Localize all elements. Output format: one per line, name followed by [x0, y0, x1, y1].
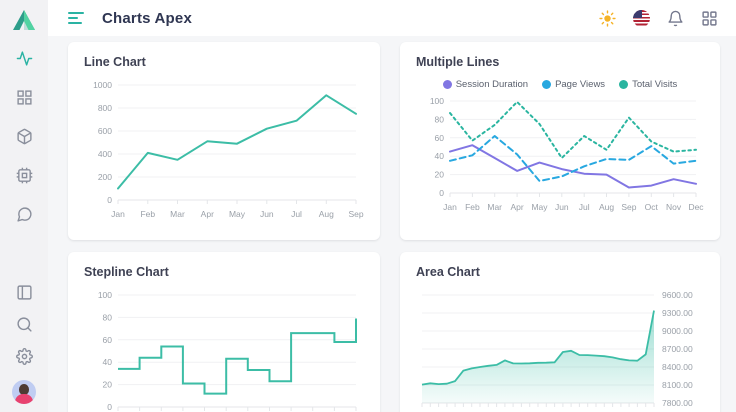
svg-text:Nov: Nov	[666, 202, 682, 212]
svg-text:Sep: Sep	[621, 202, 636, 212]
svg-text:60: 60	[103, 335, 113, 345]
svg-text:Mar: Mar	[170, 209, 185, 219]
legend-label: Session Duration	[455, 78, 529, 90]
card-stepline-chart: Stepline Chart 0 20 40 60 80 100	[68, 252, 380, 412]
legend-item[interactable]: Session Duration	[442, 78, 529, 90]
grid-icon[interactable]	[16, 89, 33, 106]
us-flag-icon[interactable]	[633, 9, 650, 27]
svg-text:Jul: Jul	[291, 209, 302, 219]
page-title: Charts Apex	[102, 9, 193, 27]
brand-logo-icon[interactable]	[11, 8, 37, 32]
svg-text:1000: 1000	[93, 80, 112, 90]
multiple-lines-chart[interactable]: 0 20 40 60 80 100 Jan Feb Mar Apr May Jun Jul Aug Sep O…	[416, 93, 704, 215]
svg-text:7800.00: 7800.00	[662, 398, 693, 408]
legend-item[interactable]: Page Views	[542, 79, 605, 90]
svg-text:0: 0	[107, 195, 112, 205]
charts-grid: Line Chart 0 200 400 600 800 1000 Jan Feb Mar Apr…	[48, 36, 736, 412]
svg-text:Apr: Apr	[201, 209, 214, 219]
svg-text:40: 40	[103, 357, 113, 367]
card-multiple-lines: Multiple Lines Session Duration Page View…	[400, 42, 720, 240]
svg-text:8100.00: 8100.00	[662, 380, 693, 390]
card-title: Multiple Lines	[416, 55, 500, 69]
svg-text:20: 20	[103, 380, 113, 390]
card-line-chart: Line Chart 0 200 400 600 800 1000 Jan Feb Mar Apr…	[68, 42, 380, 240]
legend-item[interactable]: Total Visits	[619, 79, 677, 90]
user-avatar[interactable]	[12, 380, 36, 404]
svg-text:Dec: Dec	[688, 202, 704, 212]
svg-text:800: 800	[98, 103, 112, 113]
stepline-chart[interactable]: 0 20 40 60 80 100	[84, 287, 364, 412]
svg-text:100: 100	[430, 96, 444, 106]
chat-icon[interactable]	[16, 206, 33, 223]
svg-text:8700.00: 8700.00	[662, 344, 693, 354]
svg-text:400: 400	[98, 149, 112, 159]
svg-text:Sep: Sep	[348, 209, 363, 219]
legend-dot-icon	[442, 79, 452, 89]
svg-text:60: 60	[435, 133, 445, 143]
cpu-icon[interactable]	[16, 167, 33, 184]
area-chart[interactable]: 7800.00 8100.00 8400.00 8700.00 9000.00 9300.…	[416, 287, 704, 412]
card-title: Stepline Chart	[84, 265, 169, 279]
svg-text:Feb: Feb	[465, 202, 480, 212]
legend-label: Total Visits	[632, 78, 678, 90]
svg-text:80: 80	[435, 114, 445, 124]
legend-dot-icon	[619, 79, 629, 89]
menu-toggle-icon[interactable]	[68, 12, 84, 24]
svg-text:9000.00: 9000.00	[662, 326, 693, 336]
bell-icon[interactable]	[667, 10, 684, 27]
svg-text:9300.00: 9300.00	[662, 308, 693, 318]
settings-icon[interactable]	[15, 348, 33, 365]
svg-text:Mar: Mar	[487, 202, 502, 212]
svg-text:80: 80	[103, 312, 113, 322]
svg-text:600: 600	[98, 126, 112, 136]
svg-text:200: 200	[98, 172, 112, 182]
svg-text:Jan: Jan	[443, 202, 457, 212]
sidebar	[0, 0, 48, 412]
svg-text:Jan: Jan	[111, 209, 125, 219]
main-area: Charts Apex Line Chart 0 200 400 600 800 1000…	[48, 0, 736, 412]
legend-label: Page Views	[555, 78, 606, 90]
activity-icon[interactable]	[16, 50, 33, 67]
chart-legend: Session Duration Page Views Total Visits	[416, 77, 704, 91]
svg-text:Jun: Jun	[260, 209, 274, 219]
svg-text:20: 20	[435, 170, 445, 180]
svg-text:100: 100	[98, 290, 112, 300]
svg-text:May: May	[229, 209, 246, 219]
sun-icon[interactable]	[599, 9, 616, 27]
svg-text:Feb: Feb	[140, 209, 155, 219]
legend-dot-icon	[542, 79, 552, 89]
svg-text:Aug: Aug	[319, 209, 334, 219]
header-actions	[599, 9, 718, 27]
svg-text:Jun: Jun	[555, 202, 569, 212]
svg-text:Aug: Aug	[599, 202, 614, 212]
sidebar-nav-bottom	[12, 284, 36, 404]
box-icon[interactable]	[16, 128, 33, 145]
svg-text:9600.00: 9600.00	[662, 290, 693, 300]
layout-icon[interactable]	[16, 284, 33, 301]
svg-text:Jul: Jul	[579, 202, 590, 212]
svg-text:0: 0	[107, 402, 112, 412]
sidebar-nav-top	[16, 50, 33, 223]
card-title: Line Chart	[84, 55, 146, 69]
svg-text:40: 40	[435, 151, 445, 161]
apps-grid-icon[interactable]	[701, 10, 718, 27]
search-icon[interactable]	[16, 316, 33, 333]
svg-text:Apr: Apr	[510, 202, 523, 212]
card-area-chart: Area Chart 7800.00 8100.00 8400.00 8700.00 9…	[400, 252, 720, 412]
top-header: Charts Apex	[48, 0, 736, 36]
svg-text:0: 0	[439, 188, 444, 198]
line-chart[interactable]: 0 200 400 600 800 1000 Jan Feb Mar Apr May Jun Jul Au…	[84, 77, 364, 222]
svg-text:May: May	[531, 202, 548, 212]
card-title: Area Chart	[416, 265, 480, 279]
svg-text:Oct: Oct	[645, 202, 659, 212]
svg-text:8400.00: 8400.00	[662, 362, 693, 372]
